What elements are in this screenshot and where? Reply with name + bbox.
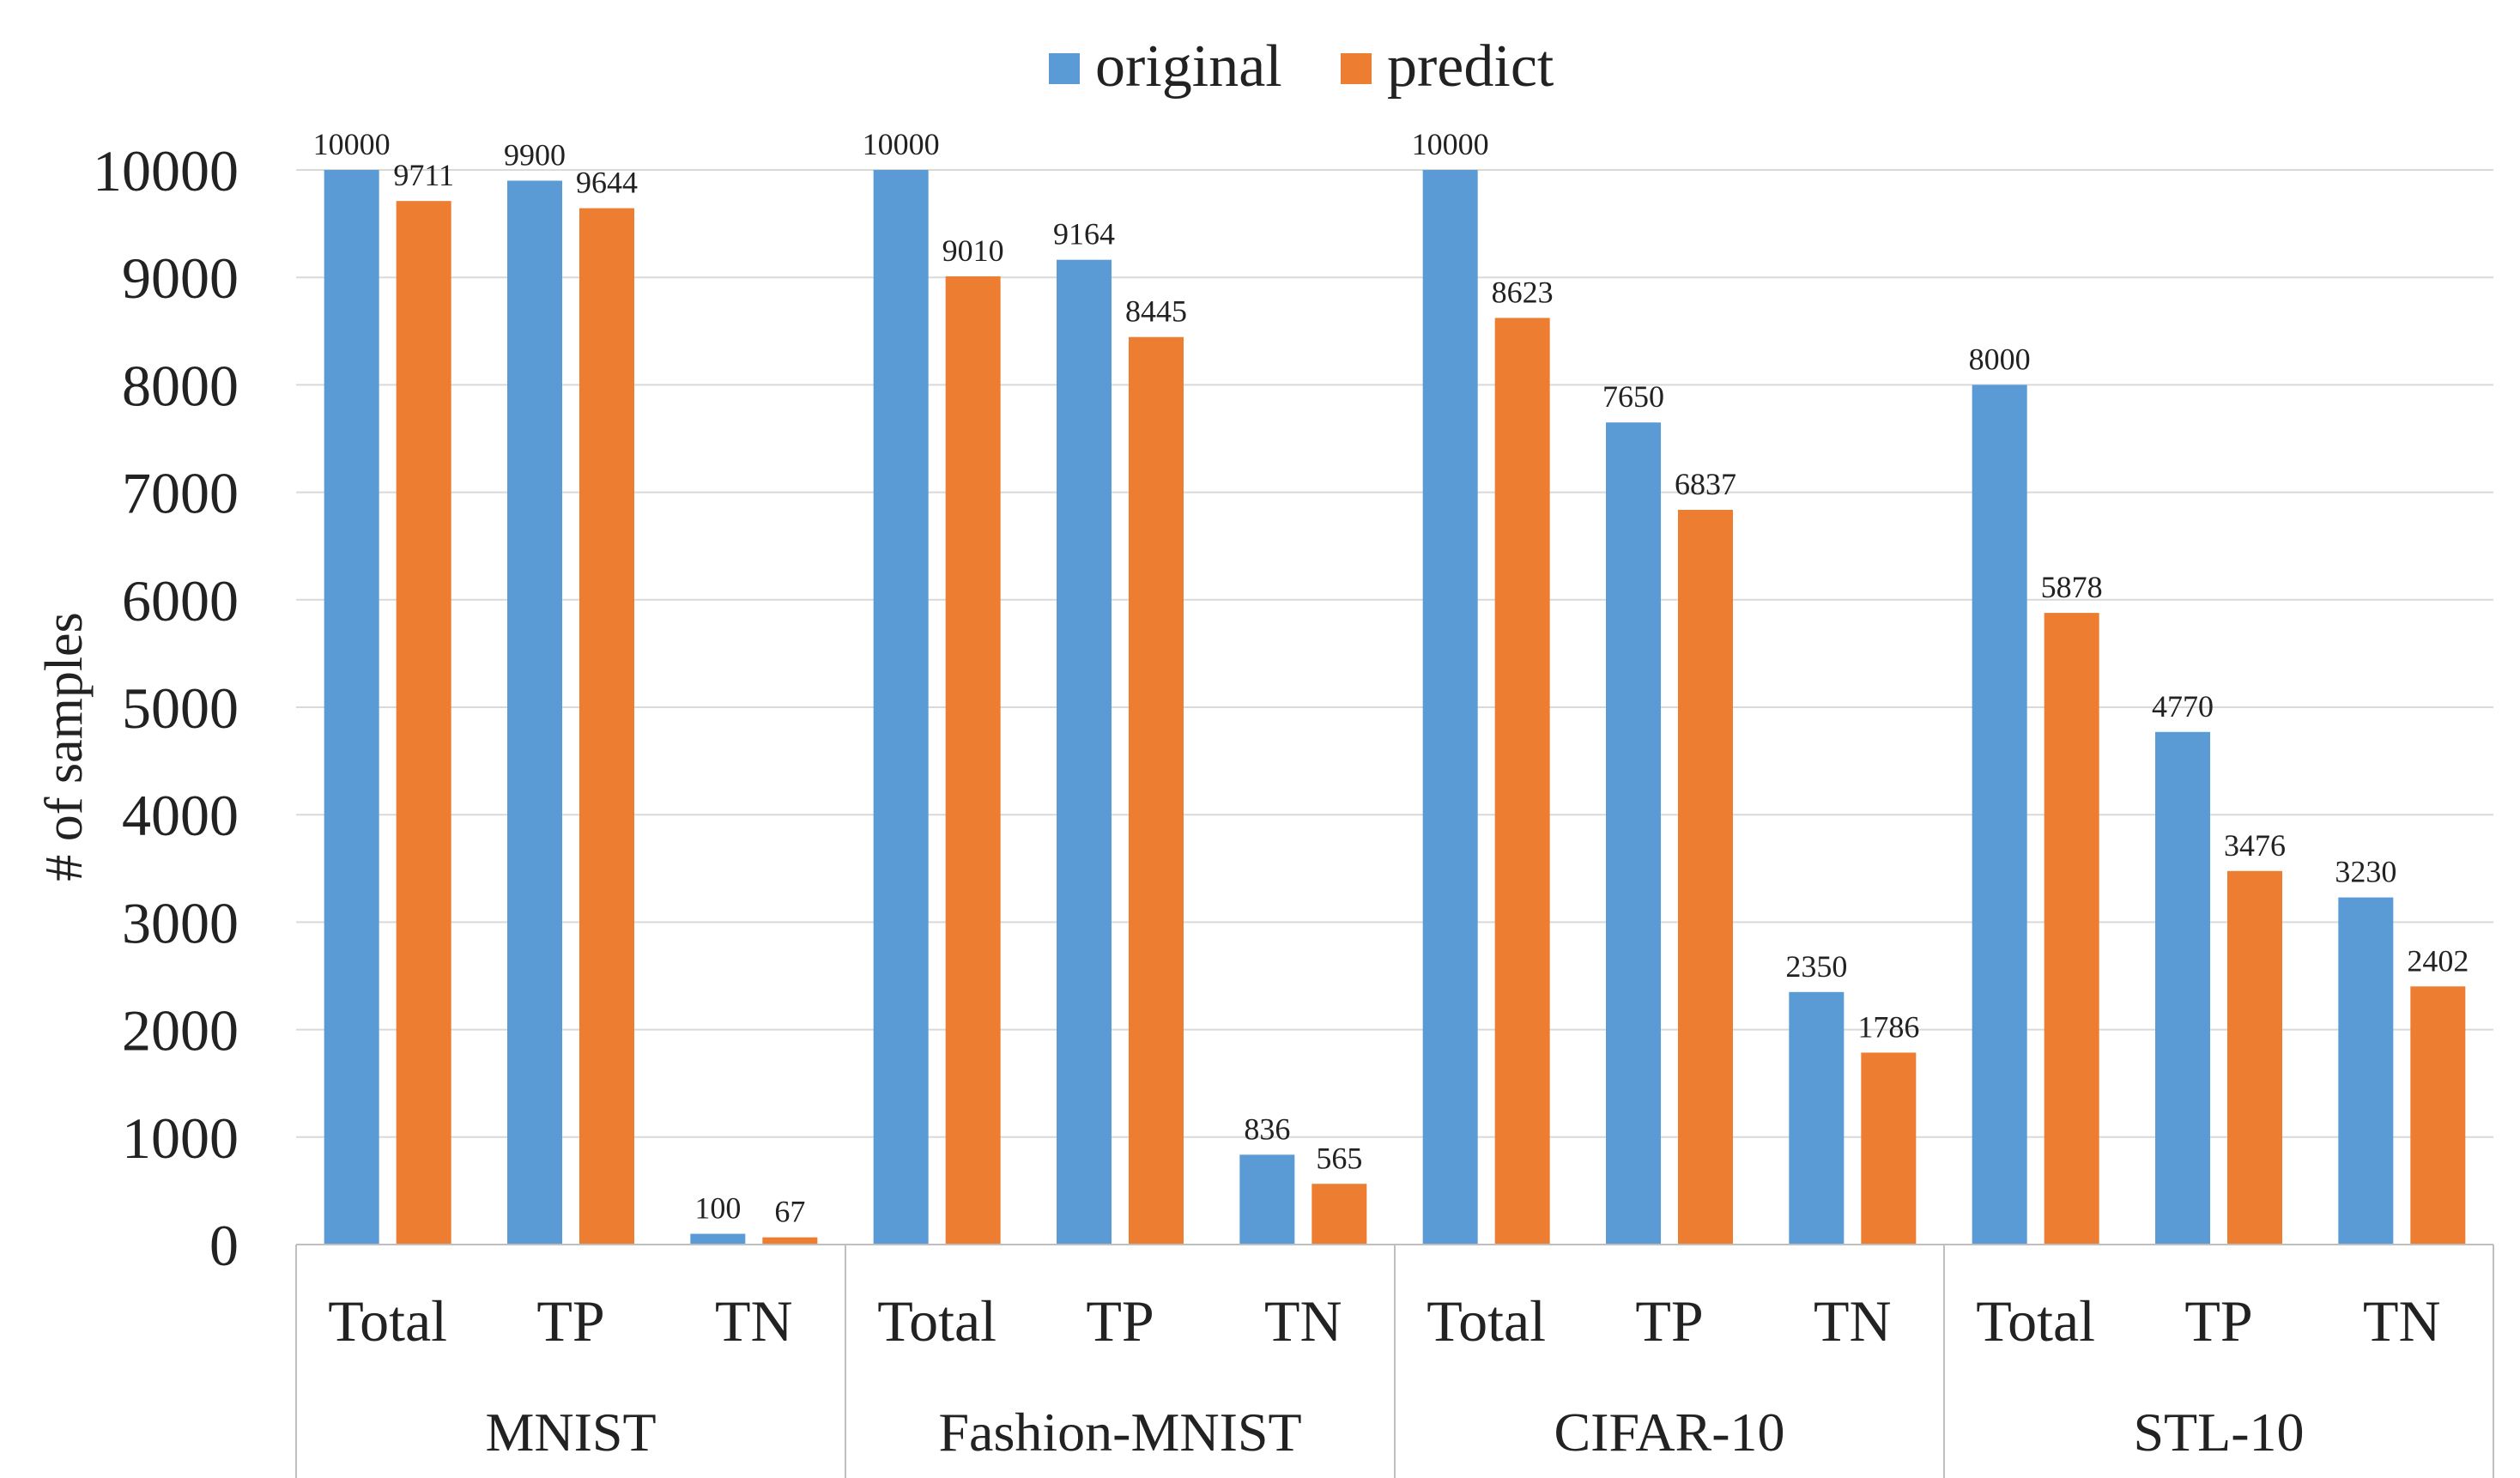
data-label-original: 10000 [863,127,940,161]
data-label-original: 10000 [1412,127,1489,161]
bar-original [873,170,929,1245]
x-axis: Total TP TN MNIST Total TP TN Fashion-MNIST Tota… [295,1244,2494,1478]
x-category-label: TN [715,1288,793,1354]
bar-predict [1311,1184,1367,1245]
x-category-label: Total [1976,1288,2095,1354]
gridlines [296,169,2493,1138]
bar-original [2338,897,2394,1245]
data-label-original: 100 [694,1190,741,1225]
data-label-predict: 565 [1316,1141,1362,1175]
x-category-label: Total [877,1288,996,1354]
bar-original [1057,259,1112,1245]
y-axis: 0 1000 2000 3000 4000 5000 6000 7000 8000 9000 100… [93,138,239,1278]
x-category-label: TP [1086,1288,1154,1354]
bar-original [1422,170,1478,1245]
y-tick-label: 7000 [122,461,239,526]
bar-predict [2410,986,2466,1245]
data-label-predict: 1786 [1857,1009,1919,1044]
y-tick-label: 2000 [122,998,239,1063]
legend: original predict [1049,33,1554,100]
x-group-label: MNIST [485,1402,656,1463]
bar-original [1972,385,2027,1245]
bar-predict [2227,870,2282,1245]
bar-predict [762,1237,818,1245]
x-group-label: Fashion-MNIST [938,1402,1301,1463]
data-label-original: 836 [1244,1112,1290,1146]
bar-predict [1129,336,1184,1245]
bar-original [324,170,379,1245]
y-tick-label: 10000 [93,138,239,203]
data-label-original: 7650 [1602,379,1664,414]
bar-original [1239,1154,1295,1245]
bar-original [507,180,562,1245]
bar-predict [396,201,451,1245]
bar-predict [2044,613,2099,1245]
data-label-predict: 9711 [393,158,454,192]
data-label-original: 9164 [1053,217,1115,251]
data-label-original: 2350 [1785,949,1847,984]
bar-predict [945,276,1001,1245]
y-axis-label: # of samples [35,612,94,881]
x-category-label: TN [2363,1288,2441,1354]
bar-predict [579,208,634,1245]
x-category-label: TP [536,1288,604,1354]
bar-predict [1861,1052,1917,1245]
y-tick-label: 9000 [122,245,239,311]
data-label-original: 4770 [2152,689,2214,724]
data-label-predict: 6837 [1675,467,1736,501]
data-label-original: 3230 [2335,855,2396,889]
y-tick-label: 0 [209,1213,239,1278]
legend-swatch-predict [1341,53,1372,84]
bar-original [690,1233,746,1245]
x-category-label: Total [1427,1288,1546,1354]
bar-original [1789,991,1845,1245]
bar-predict [1494,318,1550,1245]
data-label-predict: 2402 [2407,943,2469,978]
data-label-original: 9900 [504,138,566,173]
x-category-label: TN [1814,1288,1892,1354]
legend-label-predict: predict [1387,33,1554,100]
x-category-label: Total [328,1288,447,1354]
y-tick-label: 6000 [122,568,239,633]
y-tick-label: 5000 [122,675,239,741]
data-label-original: 10000 [313,127,391,161]
y-tick-label: 1000 [122,1105,239,1171]
legend-swatch-original [1049,53,1080,84]
y-tick-label: 4000 [122,783,239,848]
data-label-predict: 8623 [1492,275,1554,309]
bar-predict [1678,510,1733,1245]
x-group-label: CIFAR-10 [1554,1402,1784,1463]
data-label-original: 8000 [1969,342,2031,376]
legend-label-original: original [1095,33,1282,100]
data-label-predict: 9010 [942,233,1004,268]
bar-original [1606,422,1661,1245]
data-label-predict: 67 [774,1195,805,1229]
x-category-label: TP [2184,1288,2252,1354]
x-group-label: STL-10 [2133,1402,2304,1463]
y-tick-label: 8000 [122,353,239,418]
x-category-label: TP [1635,1288,1703,1354]
bar-original [2155,731,2210,1245]
x-category-label: TN [1264,1288,1342,1354]
data-label-predict: 8445 [1125,294,1187,329]
data-label-predict: 5878 [2041,570,2103,604]
y-tick-label: 3000 [122,890,239,955]
data-label-predict: 9644 [576,166,638,200]
data-label-predict: 3476 [2224,828,2286,863]
bars [324,170,2466,1245]
